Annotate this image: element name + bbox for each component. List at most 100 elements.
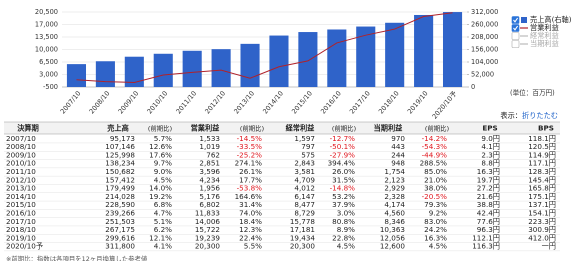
table-cell: 26.0%: [332, 167, 355, 176]
legend-label: 営業利益: [530, 23, 559, 32]
legend-checkbox[interactable]: [511, 24, 520, 32]
y2-tick-label: 104,000: [471, 58, 498, 66]
table-cell: 8.8円: [481, 159, 500, 168]
table-cell: 12,056: [380, 233, 406, 242]
table-cell: 一円: [542, 242, 556, 251]
table-header: (前期比): [148, 124, 172, 133]
table-cell: -20.5%: [422, 192, 448, 201]
table-cell: 24.2%: [424, 225, 447, 234]
table-cell: -54.3%: [422, 142, 448, 151]
y2-tick-label: 260,000: [471, 21, 498, 29]
x-tick-label: 2009/10: [117, 89, 141, 115]
table-cell: 311,800: [105, 242, 135, 251]
bar: [240, 43, 260, 87]
table-cell: 117.1円: [528, 159, 556, 168]
x-tick-label: 2020/10予: [431, 89, 459, 120]
table-cell: 18.4%: [239, 217, 262, 226]
table-cell: 21.0%: [424, 175, 447, 184]
table-cell: 2015/10: [6, 200, 36, 209]
table-cell: 2011/10: [6, 167, 36, 176]
table-cell: 2.3円: [481, 150, 500, 159]
bar: [269, 35, 289, 87]
y-tick-label: 10,000: [35, 46, 58, 54]
table-cell: 118.1円: [528, 134, 556, 143]
table-cell: 120.5円: [528, 142, 556, 151]
table-cell: 299,616: [105, 233, 135, 242]
bar: [182, 50, 202, 87]
table-cell: 42.4円: [477, 209, 500, 218]
bar: [442, 12, 463, 87]
table-header: (前期比): [425, 124, 449, 133]
bar: [153, 53, 173, 87]
table-cell: 1,597: [294, 134, 315, 143]
bar: [95, 61, 115, 87]
table-cell: 4.1円: [481, 142, 500, 151]
y2-tick-label: 312,000: [471, 8, 498, 16]
bar: [414, 14, 434, 88]
table-cell: 17.7%: [239, 175, 262, 184]
y-tick-label: 17,000: [35, 21, 58, 29]
table-cell: -14.5%: [237, 134, 263, 143]
bar: [327, 29, 347, 87]
table-header-bg: [4, 122, 560, 134]
table-cell: 165.8円: [528, 184, 556, 193]
table-cell: 20,300: [195, 242, 221, 251]
table-cell: 2014/10: [6, 192, 36, 201]
table-cell: 4,174: [384, 200, 405, 209]
table-cell: 21.6円: [477, 192, 500, 201]
table-cell: -33.5%: [237, 142, 263, 151]
table-cell: 412.0円: [528, 233, 556, 242]
table-cell: 1,754: [384, 167, 405, 176]
line: [76, 12, 453, 83]
table-cell: 2009/10: [6, 150, 36, 159]
table-cell: 20,300: [290, 242, 316, 251]
x-tick-label: 2013/10: [232, 89, 256, 115]
table-cell: -14.8%: [330, 184, 356, 193]
x-tick-label: 2018/10: [377, 89, 401, 115]
table-header: 営業利益: [191, 124, 221, 133]
table-header: (前期比): [240, 124, 264, 133]
table-cell: 6.2%: [154, 225, 172, 234]
x-tick-label: 2007/10: [59, 89, 83, 115]
table-cell: 4.5%: [337, 242, 355, 251]
table-cell: 4.5%: [429, 242, 447, 251]
table-cell: 239,266: [105, 209, 135, 218]
bar: [385, 22, 405, 88]
table-header: 当期利益: [374, 124, 404, 133]
table-cell: 214,028: [105, 192, 135, 201]
x-tick-label: 2017/10: [348, 89, 372, 115]
table-cell: 2,123: [384, 175, 405, 184]
table-cell: 19,239: [195, 233, 221, 242]
table-cell: 2019/10: [6, 233, 36, 242]
table-cell: 83.0%: [424, 217, 447, 226]
table-cell: 175.1円: [528, 192, 556, 201]
table-cell: 116.3円: [472, 242, 500, 251]
table-cell: -27.9%: [330, 150, 356, 159]
table-cell: 85.0%: [424, 167, 447, 176]
display-label: 表示：: [500, 111, 522, 120]
toggle-link[interactable]: 折りたたむ: [522, 111, 558, 120]
table-cell: 4,234: [199, 175, 220, 184]
table-header: BPS: [538, 124, 554, 133]
table-cell: 267,175: [105, 225, 135, 234]
table-cell: 38.0%: [424, 184, 447, 193]
legend-checkbox[interactable]: [511, 40, 520, 48]
table-cell: 8.9%: [337, 225, 355, 234]
table-cell: 3,596: [199, 167, 220, 176]
table-cell: 145.4円: [528, 175, 556, 184]
table-cell: 9.2%: [429, 209, 447, 218]
table-cell: 4.5%: [154, 175, 172, 184]
table-cell: 2,851: [199, 159, 220, 168]
table-cell: 31.4%: [239, 200, 262, 209]
legend-checkbox[interactable]: [511, 16, 520, 24]
y-tick-label: 3,000: [39, 71, 58, 79]
table-cell: 5,176: [199, 192, 220, 201]
legend-label: 経常利益: [530, 31, 559, 40]
table-cell: 1,956: [199, 184, 220, 193]
table-cell: 2017/10: [6, 217, 36, 226]
table-cell: 8,477: [294, 200, 315, 209]
legend-checkbox[interactable]: [511, 32, 520, 40]
table-cell: 4,560: [384, 209, 405, 218]
table-cell: 2020/10予: [6, 242, 43, 251]
